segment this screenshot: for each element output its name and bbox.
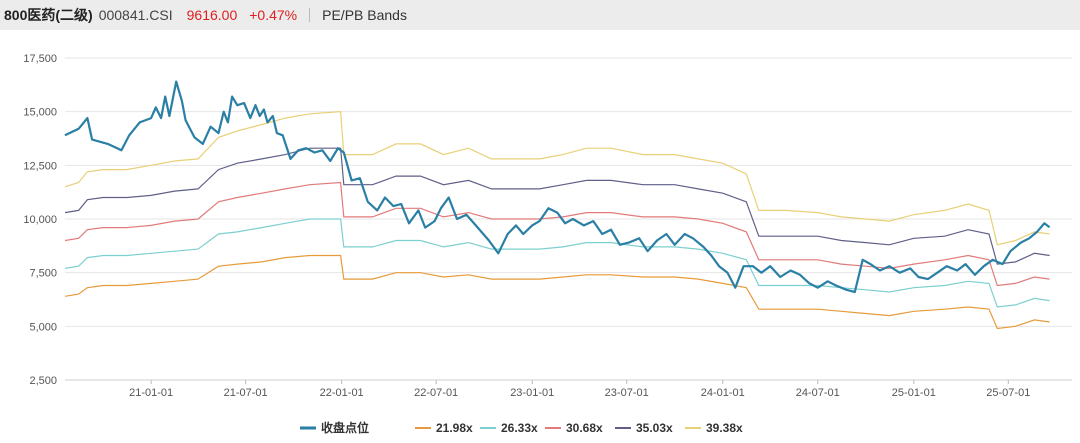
band-line-39-38x bbox=[64, 111, 1050, 246]
legend-label: 收盘点位 bbox=[321, 420, 369, 435]
y-tick-label: 17,500 bbox=[23, 53, 57, 65]
band-line-30-68x bbox=[64, 181, 1050, 287]
chart-header: 800医药(二级) 000841.CSI 9616.00 +0.47% PE/P… bbox=[0, 0, 1080, 30]
x-tick-label: 25-07-01 bbox=[986, 387, 1030, 399]
x-tick-label: 23-01-01 bbox=[510, 387, 554, 399]
x-tick-label: 21-07-01 bbox=[224, 387, 268, 399]
chart-title: PE/PB Bands bbox=[322, 7, 407, 23]
y-tick-label: 15,000 bbox=[23, 107, 57, 119]
x-tick-label: 22-07-01 bbox=[414, 387, 458, 399]
x-tick-label: 22-01-01 bbox=[320, 387, 364, 399]
x-tick-label: 23-07-01 bbox=[605, 387, 649, 399]
legend-label: 26.33x bbox=[501, 421, 538, 435]
legend-label: 30.68x bbox=[566, 421, 603, 435]
x-tick-label: 24-07-01 bbox=[796, 387, 840, 399]
x-tick-label: 21-01-01 bbox=[129, 387, 173, 399]
header-divider bbox=[309, 8, 311, 22]
y-tick-label: 12,500 bbox=[23, 160, 57, 172]
legend-label: 39.38x bbox=[706, 421, 743, 435]
close-series-line bbox=[64, 80, 1051, 294]
band-line-21-98x bbox=[64, 254, 1050, 330]
index-change: +0.47% bbox=[249, 7, 298, 23]
pe-band-chart: 2,500 5,000 7,500 10,000 12,500 15,000 17,500 2… bbox=[23, 53, 1072, 435]
index-name: 800医药(二级) bbox=[4, 7, 93, 23]
x-tick-label: 24-01-01 bbox=[701, 387, 745, 399]
legend-label: 35.03x bbox=[636, 421, 673, 435]
band-line-35-03x bbox=[64, 147, 1050, 265]
y-tick-label: 10,000 bbox=[23, 214, 57, 226]
chart-area: 2,500 5,000 7,500 10,000 12,500 15,000 17,500 2… bbox=[0, 36, 1080, 443]
y-tick-label: 7,500 bbox=[29, 268, 57, 280]
y-tick-label: 2,500 bbox=[29, 375, 57, 387]
x-tick-label: 25-01-01 bbox=[892, 387, 936, 399]
band-line-26-33x bbox=[64, 218, 1050, 308]
y-tick-label: 5,000 bbox=[29, 321, 57, 333]
legend-label: 21.98x bbox=[436, 421, 473, 435]
index-price: 9616.00 bbox=[186, 7, 238, 23]
index-code: 000841.CSI bbox=[98, 7, 173, 23]
